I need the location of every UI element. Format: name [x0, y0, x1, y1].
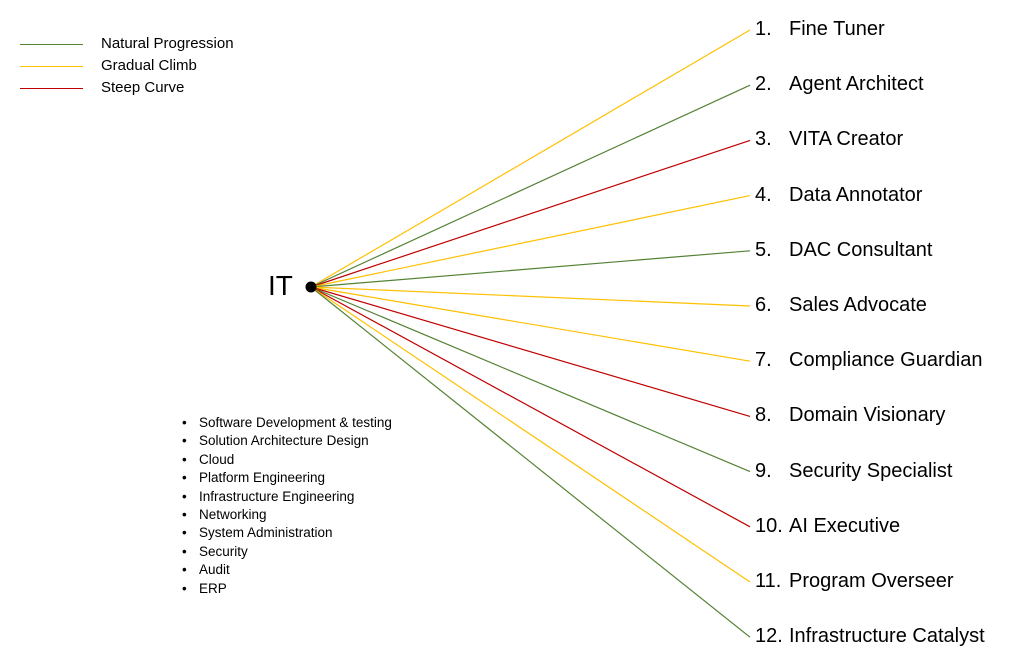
role-item: 8. Domain Visionary [755, 403, 945, 427]
connector-line-5 [310, 250, 751, 288]
skill-item: Infrastructure Engineering [182, 488, 392, 507]
legend-label: Natural Progression [101, 35, 234, 52]
skills-list: Software Development & testingSolution A… [182, 414, 392, 598]
skill-item: ERP [182, 580, 392, 599]
connector-line-12 [310, 286, 751, 638]
role-item: 12. Infrastructure Catalyst [755, 624, 985, 648]
role-name: Infrastructure Catalyst [789, 625, 985, 648]
role-item: 2. Agent Architect [755, 72, 924, 96]
role-name: Fine Tuner [789, 18, 885, 40]
role-number: 9. [755, 459, 772, 482]
legend-swatch-gradual [20, 66, 83, 67]
role-number: 3. [755, 128, 772, 151]
role-name: Security Specialist [789, 459, 953, 482]
role-number: 5. [755, 238, 772, 261]
role-number: 1. [755, 18, 772, 40]
role-number: 6. [755, 294, 772, 316]
role-number: 7. [755, 349, 772, 372]
role-number: 10. [755, 514, 783, 537]
skill-item: Solution Architecture Design [182, 432, 392, 451]
skill-item: Platform Engineering [182, 469, 392, 488]
role-number: 11. [755, 570, 782, 592]
connector-line-8 [310, 286, 751, 417]
skill-item: System Administration [182, 524, 392, 543]
role-name: AI Executive [789, 514, 901, 537]
legend-swatch-natural [20, 44, 83, 45]
role-name: Data Annotator [789, 183, 923, 206]
role-name: Program Overseer [789, 570, 954, 592]
role-item: 11. Program Overseer [755, 569, 954, 593]
legend-label: Steep Curve [101, 79, 185, 96]
role-item: 1. Fine Tuner [755, 17, 885, 41]
role-item: 6. Sales Advocate [755, 293, 927, 317]
skill-item: Cloud [182, 451, 392, 470]
skill-item: Software Development & testing [182, 414, 392, 433]
legend-swatch-steep [20, 88, 83, 89]
connector-line-3 [310, 139, 751, 288]
hub-node [305, 281, 317, 293]
role-number: 12. [755, 625, 783, 648]
skill-item: Security [182, 543, 392, 562]
role-name: Agent Architect [789, 73, 924, 96]
connector-line-7 [310, 286, 751, 362]
role-item: 3. VITA Creator [755, 127, 903, 151]
role-name: VITA Creator [789, 128, 904, 151]
connector-line-1 [310, 29, 751, 288]
role-item: 4. Data Annotator [755, 183, 922, 207]
role-number: 2. [755, 73, 772, 96]
connector-line-9 [310, 286, 751, 473]
role-name: Compliance Guardian [789, 349, 983, 372]
role-name: DAC Consultant [789, 238, 933, 261]
connector-lines [310, 29, 751, 638]
role-name: Sales Advocate [789, 294, 927, 316]
hub-label: IT [268, 270, 293, 301]
role-item: 5. DAC Consultant [755, 238, 932, 262]
connector-line-2 [310, 84, 751, 288]
role-number: 8. [755, 404, 772, 427]
skill-item: Networking [182, 506, 392, 525]
role-name: Domain Visionary [789, 404, 946, 427]
connector-line-4 [310, 195, 751, 288]
connector-line-6 [310, 286, 751, 307]
legend-label: Gradual Climb [101, 57, 197, 74]
connector-line-10 [310, 286, 751, 528]
skill-item: Audit [182, 561, 392, 580]
role-item: 10. AI Executive [755, 514, 900, 538]
role-item: 7. Compliance Guardian [755, 348, 982, 372]
role-item: 9. Security Specialist [755, 459, 952, 483]
role-number: 4. [755, 183, 772, 206]
connector-line-11 [310, 286, 751, 583]
